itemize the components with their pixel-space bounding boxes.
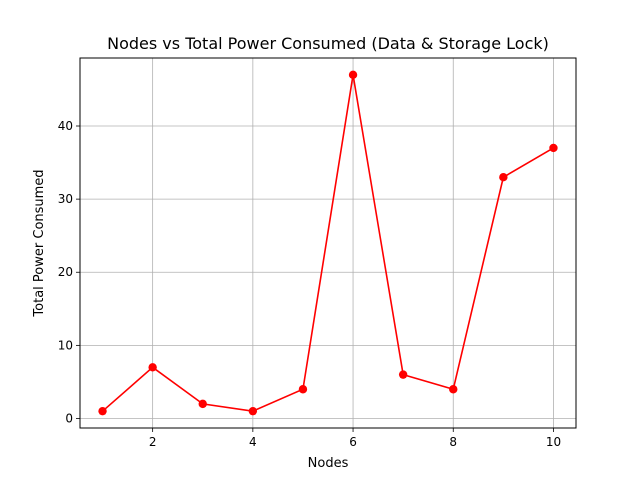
x-tick-label: 2 xyxy=(149,435,157,449)
x-axis-label: Nodes xyxy=(308,456,349,471)
y-tick-label: 0 xyxy=(65,411,73,425)
x-tick-label: 6 xyxy=(349,435,357,449)
data-point xyxy=(348,70,358,80)
y-axis-ticks: 0 10 20 30 40 xyxy=(58,119,80,425)
data-point xyxy=(549,143,558,153)
data-point xyxy=(248,406,258,416)
data-point xyxy=(449,385,458,394)
y-tick-label: 10 xyxy=(58,338,73,352)
data-point xyxy=(198,399,207,409)
x-tick-label: 10 xyxy=(546,435,561,449)
y-axis-label: Total Power Consumed xyxy=(32,169,47,317)
data-point xyxy=(98,406,107,416)
series-line xyxy=(102,74,554,413)
data-point xyxy=(298,385,308,394)
data-point xyxy=(499,172,508,182)
y-tick-label: 20 xyxy=(58,265,73,279)
data-series xyxy=(98,70,558,416)
plot-frame xyxy=(79,57,577,429)
chart-title: Nodes vs Total Power Consumed (Data & St… xyxy=(107,34,549,53)
y-tick-label: 30 xyxy=(58,192,73,206)
data-point xyxy=(148,363,157,372)
data-point xyxy=(398,370,408,379)
x-tick-label: 8 xyxy=(449,435,457,449)
x-axis-ticks: 2 4 6 8 10 xyxy=(149,428,561,449)
y-tick-label: 40 xyxy=(58,119,73,133)
grid-lines xyxy=(80,58,576,428)
x-tick-label: 4 xyxy=(249,435,257,449)
